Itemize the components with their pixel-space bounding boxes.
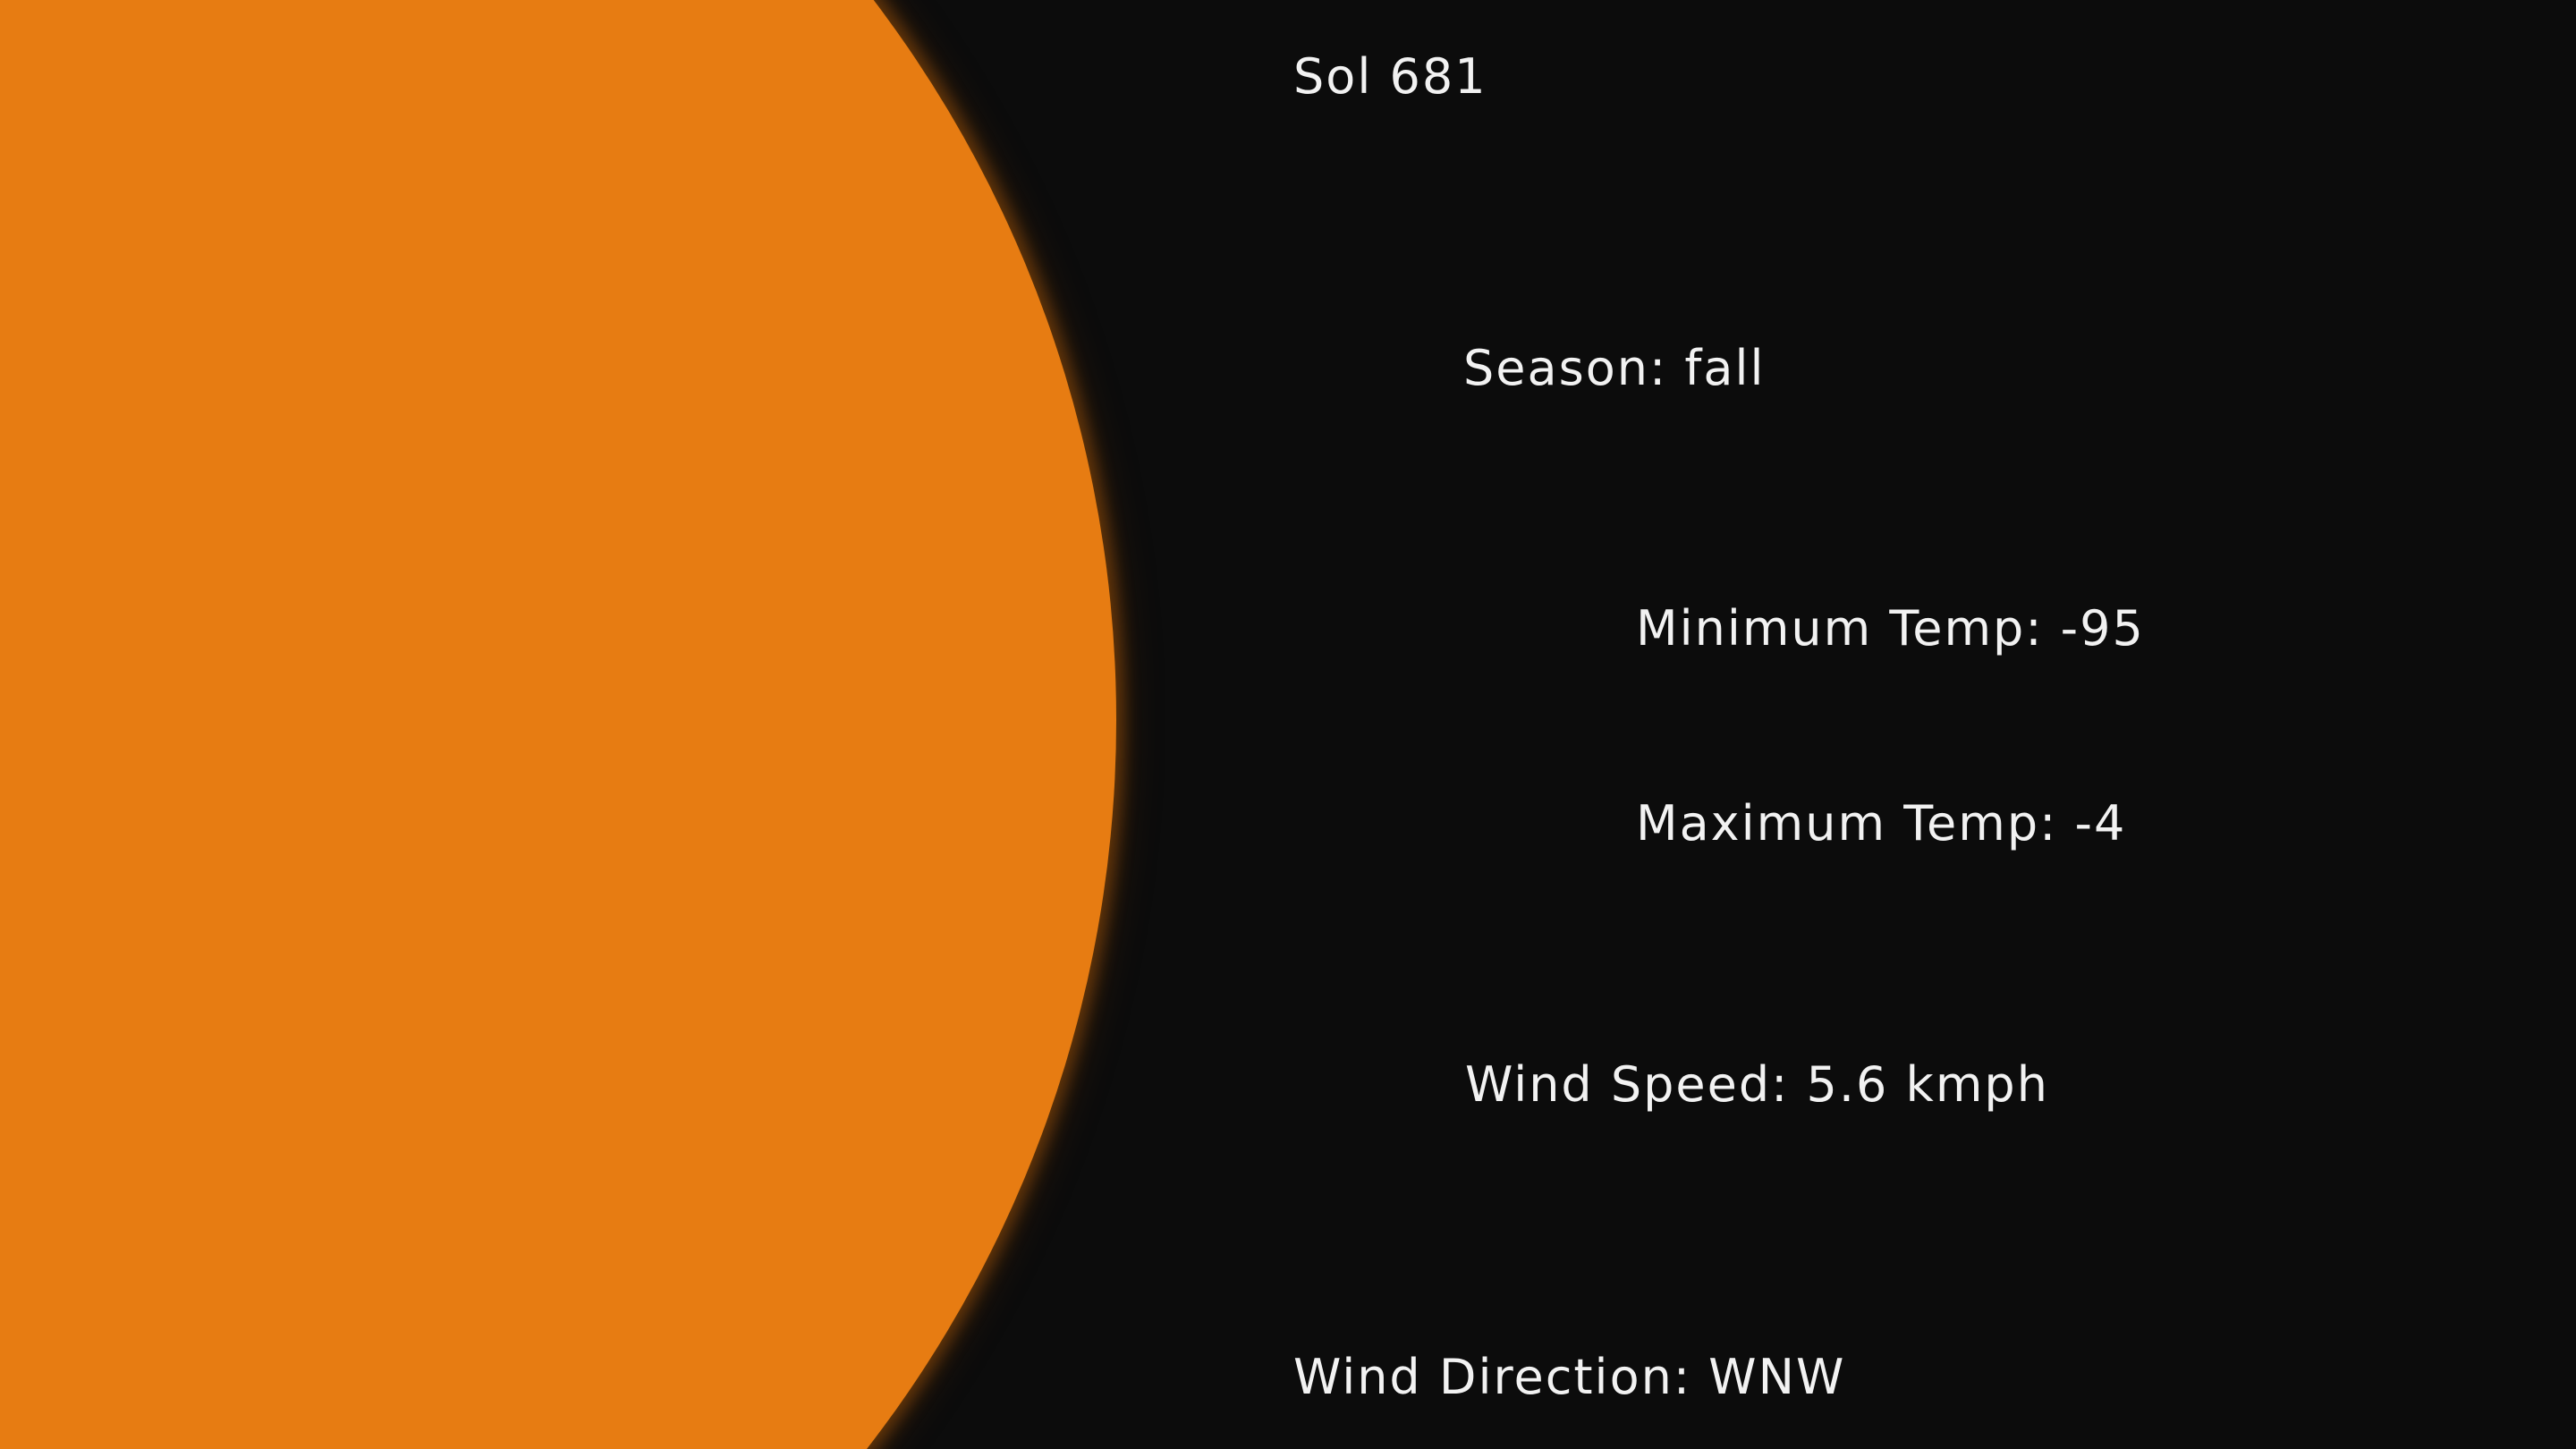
wind-speed-label: Wind Speed: 5.6 kmph — [1465, 1056, 2049, 1113]
sol-label: Sol 681 — [1293, 48, 1487, 105]
maximum-temp-label: Maximum Temp: -4 — [1636, 795, 2127, 852]
season-label: Season: fall — [1463, 340, 1766, 396]
minimum-temp-label: Minimum Temp: -95 — [1636, 600, 2145, 657]
mars-planet-graphic — [0, 0, 1116, 1449]
wind-direction-label: Wind Direction: WNW — [1293, 1349, 1846, 1405]
